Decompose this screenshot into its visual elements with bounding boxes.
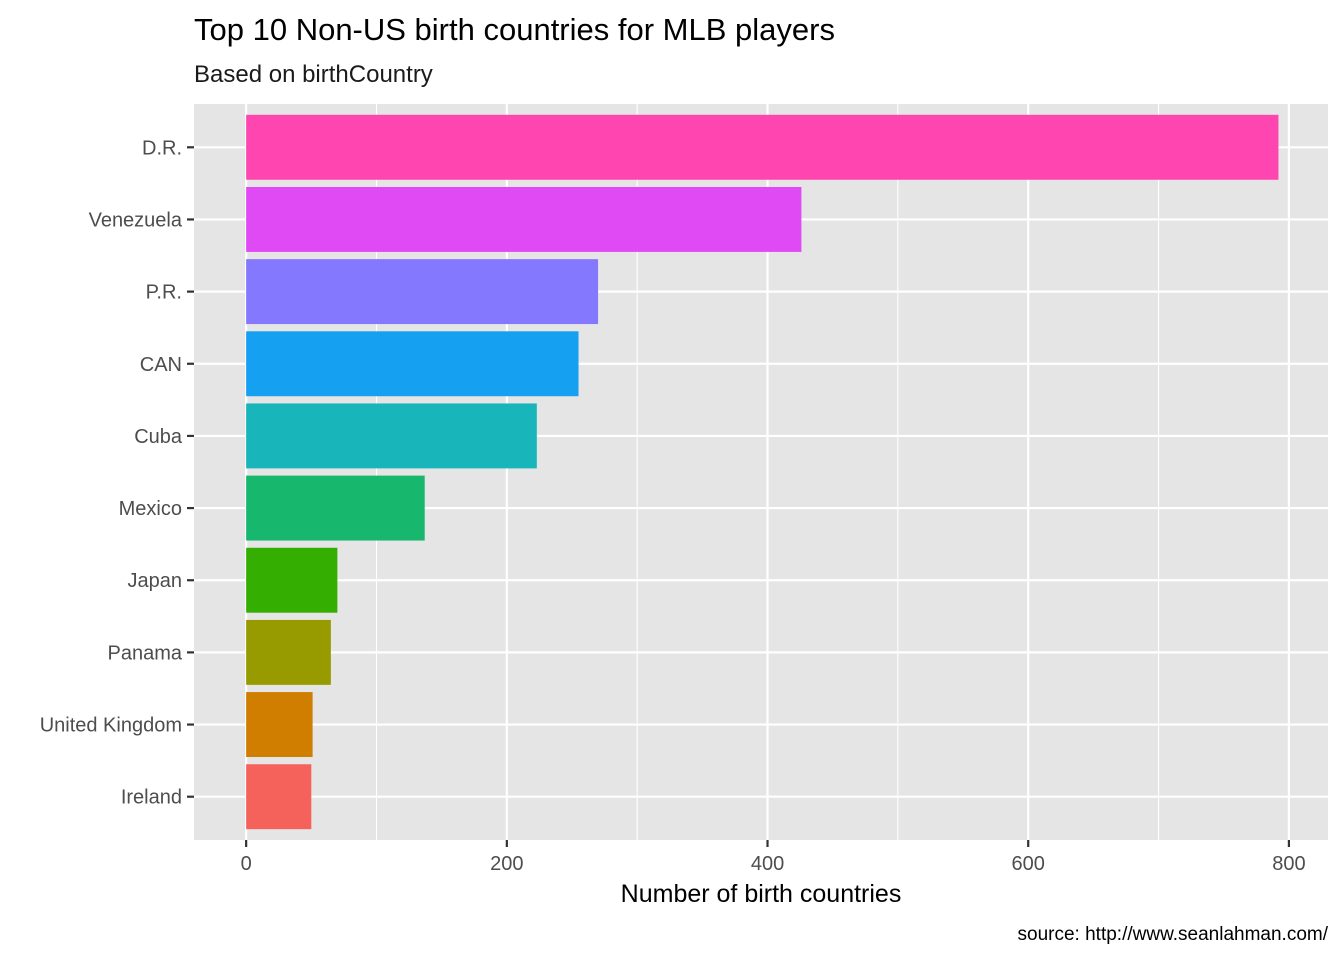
bar-mexico bbox=[246, 475, 425, 541]
x-tick-label: 800 bbox=[1272, 853, 1305, 875]
bar-japan bbox=[246, 547, 338, 613]
y-tick-label: Ireland bbox=[121, 787, 182, 809]
bar-d-r bbox=[246, 114, 1279, 180]
chart-subtitle: Based on birthCountry bbox=[194, 61, 433, 88]
bar-venezuela bbox=[246, 186, 802, 252]
bar-ireland bbox=[246, 764, 312, 830]
plot-panel bbox=[194, 104, 1328, 840]
y-tick-label: Japan bbox=[128, 570, 183, 592]
x-tick-label: 200 bbox=[490, 853, 523, 875]
y-tick-label: CAN bbox=[140, 354, 182, 376]
x-tick-label: 600 bbox=[1012, 853, 1045, 875]
bar-panama bbox=[246, 619, 331, 685]
y-tick-label: Panama bbox=[108, 642, 183, 664]
y-tick-label: Venezuela bbox=[89, 209, 183, 231]
x-axis-title: Number of birth countries bbox=[621, 880, 902, 908]
x-tick-label: 400 bbox=[751, 853, 784, 875]
x-tick-label: 0 bbox=[241, 853, 252, 875]
bars bbox=[246, 114, 1279, 830]
bar-p-r bbox=[246, 259, 599, 325]
bar-united-kingdom bbox=[246, 692, 313, 758]
y-tick-label: United Kingdom bbox=[40, 715, 182, 737]
y-tick-label: Cuba bbox=[134, 426, 183, 448]
x-axis: 0 200 400 600 800 bbox=[241, 840, 1306, 875]
bar-can bbox=[246, 331, 579, 397]
y-tick-label: P.R. bbox=[146, 282, 182, 304]
y-axis: D.R. Venezuela P.R. CAN Cuba Mexico Japan Panam… bbox=[40, 137, 194, 809]
y-tick-label: Mexico bbox=[119, 498, 182, 520]
bar-cuba bbox=[246, 403, 537, 469]
chart-caption: source: http://www.seanlahman.com/ bbox=[1018, 924, 1329, 945]
chart-title: Top 10 Non-US birth countries for MLB pl… bbox=[194, 12, 835, 47]
y-tick-label: D.R. bbox=[142, 137, 182, 159]
